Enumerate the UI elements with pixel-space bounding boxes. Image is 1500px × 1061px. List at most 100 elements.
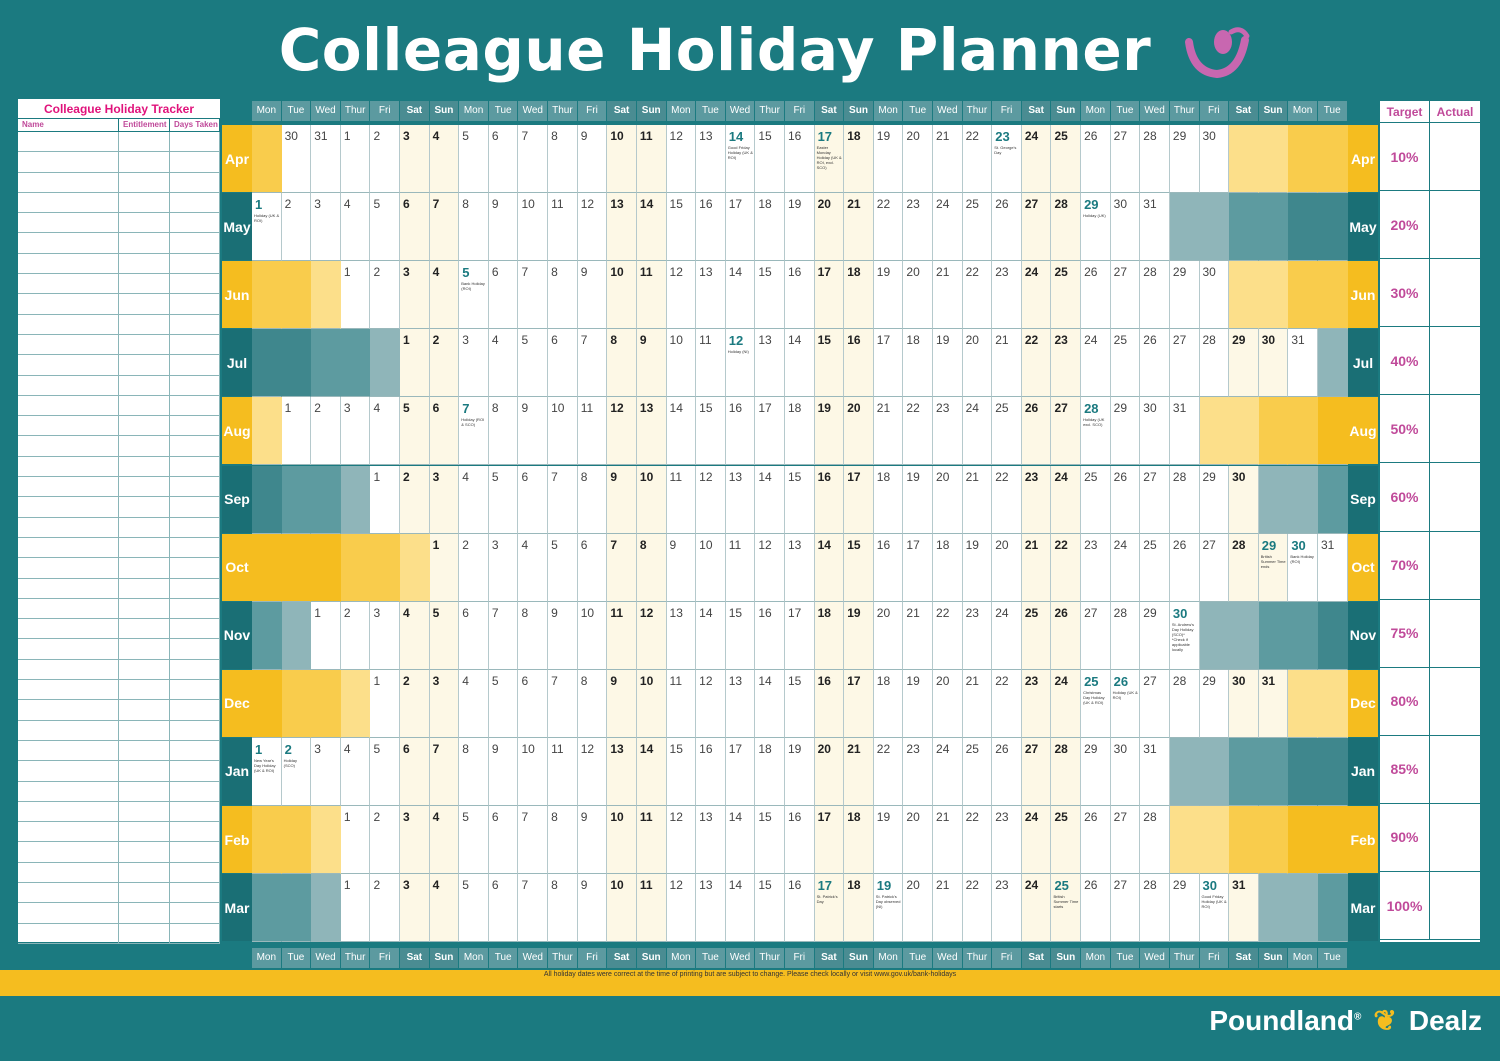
- actual-cell[interactable]: [1430, 327, 1480, 394]
- tracker-row[interactable]: [18, 132, 220, 153]
- tracker-row[interactable]: [18, 436, 220, 457]
- tracker-row[interactable]: [18, 842, 220, 863]
- day-cell[interactable]: 20: [903, 125, 934, 194]
- day-cell[interactable]: 29: [1199, 465, 1230, 534]
- day-cell[interactable]: 17 St. Patrick's Day: [814, 874, 845, 943]
- day-cell[interactable]: 3: [340, 397, 371, 466]
- day-cell[interactable]: 18: [873, 669, 904, 738]
- day-cell[interactable]: 13: [725, 669, 756, 738]
- day-cell[interactable]: 6: [488, 261, 519, 330]
- day-cell[interactable]: 29: [1081, 737, 1111, 806]
- day-cell[interactable]: 27: [1110, 806, 1141, 875]
- day-cell[interactable]: 10: [518, 737, 549, 806]
- day-cell[interactable]: 13: [755, 329, 785, 398]
- day-cell[interactable]: 5: [488, 465, 519, 534]
- day-cell[interactable]: 24: [1051, 465, 1082, 534]
- day-cell[interactable]: 31: [1140, 193, 1170, 262]
- day-cell[interactable]: 17: [844, 669, 874, 738]
- day-cell[interactable]: 27: [1110, 261, 1141, 330]
- day-cell[interactable]: 24: [992, 601, 1022, 670]
- day-cell[interactable]: 27: [1140, 465, 1170, 534]
- day-cell[interactable]: 4: [429, 806, 460, 875]
- day-cell[interactable]: 10: [696, 533, 726, 602]
- day-cell[interactable]: 16: [873, 533, 904, 602]
- day-cell[interactable]: 24: [1051, 669, 1082, 738]
- day-cell[interactable]: 3: [459, 329, 489, 398]
- day-cell[interactable]: 3: [429, 465, 460, 534]
- day-cell[interactable]: 19: [962, 533, 993, 602]
- day-cell[interactable]: 28: [1140, 125, 1170, 194]
- day-cell[interactable]: 16: [725, 397, 756, 466]
- day-cell[interactable]: 22: [903, 397, 934, 466]
- day-cell[interactable]: 10: [607, 874, 637, 943]
- day-cell[interactable]: 19 St. Patrick's Day observed (NI): [873, 874, 904, 943]
- day-cell[interactable]: 20: [933, 465, 963, 534]
- day-cell[interactable]: 9: [607, 669, 637, 738]
- day-cell[interactable]: 28: [1169, 669, 1200, 738]
- day-cell[interactable]: 15: [814, 329, 845, 398]
- day-cell[interactable]: 23: [992, 261, 1022, 330]
- day-cell[interactable]: 25: [1081, 465, 1111, 534]
- day-cell[interactable]: 5: [548, 533, 578, 602]
- day-cell[interactable]: 11: [666, 669, 697, 738]
- day-cell[interactable]: 9: [577, 874, 608, 943]
- day-cell[interactable]: 14: [725, 874, 756, 943]
- day-cell[interactable]: 22: [992, 669, 1022, 738]
- day-cell[interactable]: 9: [577, 806, 608, 875]
- day-cell[interactable]: 23: [1021, 465, 1052, 534]
- day-cell[interactable]: 27: [1140, 669, 1170, 738]
- tracker-row[interactable]: [18, 781, 220, 802]
- tracker-row[interactable]: [18, 192, 220, 214]
- day-cell[interactable]: 26: [1081, 261, 1111, 330]
- day-cell[interactable]: 11: [666, 465, 697, 534]
- day-cell[interactable]: 22: [873, 737, 904, 806]
- day-cell[interactable]: 19: [784, 737, 815, 806]
- day-cell[interactable]: 9: [666, 533, 697, 602]
- day-cell[interactable]: 10: [636, 669, 667, 738]
- day-cell[interactable]: 24: [1081, 329, 1111, 398]
- day-cell[interactable]: 29: [1199, 669, 1230, 738]
- day-cell[interactable]: 13: [666, 601, 697, 670]
- day-cell[interactable]: 17: [873, 329, 904, 398]
- day-cell[interactable]: 18: [844, 125, 874, 194]
- day-cell[interactable]: 8: [577, 465, 608, 534]
- day-cell[interactable]: 2: [370, 261, 401, 330]
- day-cell[interactable]: 10: [666, 329, 697, 398]
- day-cell[interactable]: 4: [370, 397, 401, 466]
- actual-cell[interactable]: [1430, 395, 1480, 462]
- day-cell[interactable]: 1: [340, 125, 371, 194]
- day-cell[interactable]: 13: [607, 737, 637, 806]
- day-cell[interactable]: 14: [636, 193, 667, 262]
- day-cell[interactable]: 3: [400, 874, 430, 943]
- day-cell[interactable]: 25 British Summer Time starts: [1051, 874, 1082, 943]
- day-cell[interactable]: 18: [844, 261, 874, 330]
- day-cell[interactable]: 26: [1051, 601, 1082, 670]
- actual-cell[interactable]: [1430, 463, 1480, 530]
- day-cell[interactable]: 22: [962, 125, 993, 194]
- day-cell[interactable]: 8: [607, 329, 637, 398]
- day-cell[interactable]: 12: [636, 601, 667, 670]
- day-cell[interactable]: 21: [962, 669, 993, 738]
- day-cell[interactable]: 23: [962, 601, 993, 670]
- day-cell[interactable]: 14: [636, 737, 667, 806]
- tracker-row[interactable]: [18, 761, 220, 782]
- day-cell[interactable]: 17: [784, 601, 815, 670]
- day-cell[interactable]: 20: [992, 533, 1022, 602]
- day-cell[interactable]: 30: [1229, 669, 1259, 738]
- day-cell[interactable]: 25: [1110, 329, 1141, 398]
- day-cell[interactable]: 3: [311, 193, 341, 262]
- day-cell[interactable]: 14 Good Friday Holiday (UK & ROI): [725, 125, 756, 194]
- day-cell[interactable]: 31: [1169, 397, 1200, 466]
- day-cell[interactable]: 5: [370, 193, 401, 262]
- day-cell[interactable]: 9: [548, 601, 578, 670]
- day-cell[interactable]: 19: [844, 601, 874, 670]
- day-cell[interactable]: 12: [666, 261, 697, 330]
- day-cell[interactable]: 17: [755, 397, 785, 466]
- day-cell[interactable]: 29: [1140, 601, 1170, 670]
- tracker-row[interactable]: [18, 659, 220, 681]
- day-cell[interactable]: 28: [1169, 465, 1200, 534]
- day-cell[interactable]: 25: [1051, 125, 1082, 194]
- day-cell[interactable]: 19: [814, 397, 845, 466]
- day-cell[interactable]: 3: [488, 533, 519, 602]
- day-cell[interactable]: 23: [992, 806, 1022, 875]
